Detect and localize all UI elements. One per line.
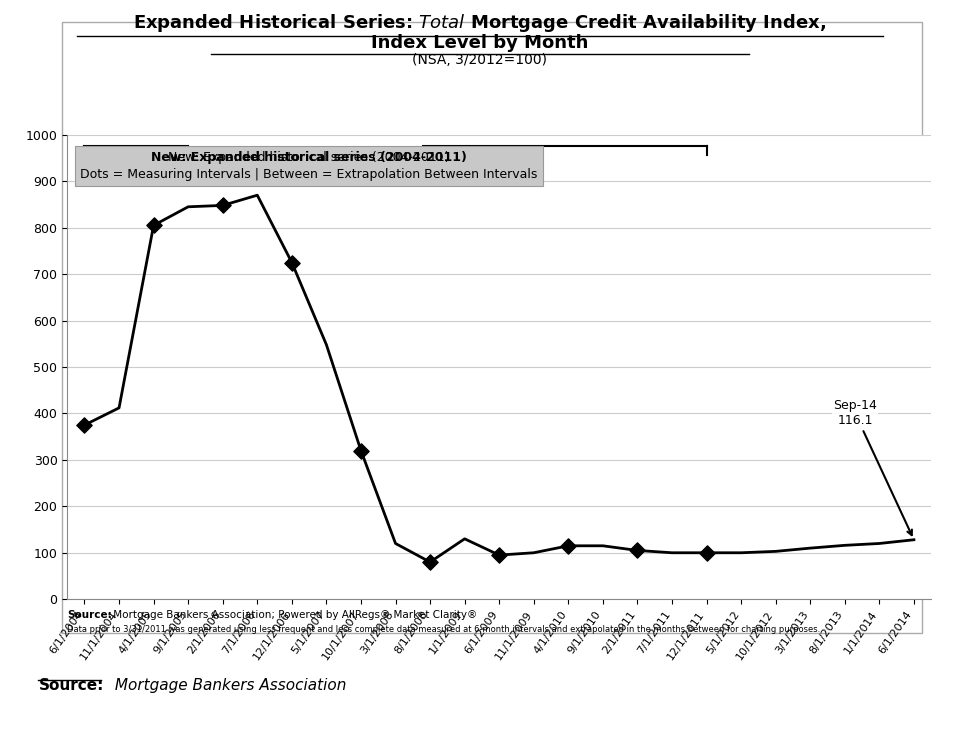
Text: Index Level by Month: Index Level by Month [372, 34, 588, 52]
Text: Source:: Source: [38, 678, 104, 693]
Point [422, 556, 438, 568]
Text: (NSA, 3/2012=100): (NSA, 3/2012=100) [413, 53, 547, 67]
Point [284, 256, 300, 268]
Point [77, 419, 92, 431]
Text: Source:: Source: [67, 610, 112, 620]
Point [492, 549, 507, 561]
Text: Mortgage Bankers Association; Powered by AllRegs® Market Clarity®: Mortgage Bankers Association; Powered by… [110, 610, 478, 620]
Point [353, 445, 369, 457]
Point [561, 540, 576, 552]
Text: Data prior to 3/31/2011 was generated using less frequent and less complete data: Data prior to 3/31/2011 was generated us… [67, 625, 821, 634]
Text: Mortgage Bankers Association: Mortgage Bankers Association [110, 678, 347, 693]
Point [630, 545, 645, 557]
Text: Sep-14
116.1: Sep-14 116.1 [833, 399, 912, 535]
Text: New: Expanded historical series (2004-2011): New: Expanded historical series (2004-20… [151, 151, 468, 164]
Point [699, 547, 714, 559]
Point [215, 199, 230, 211]
Text: Expanded Historical Series: $\mathit{Total}$ Mortgage Credit Availability Index,: Expanded Historical Series: $\mathit{Tot… [133, 12, 827, 34]
Point [146, 219, 161, 231]
Text: New: Expanded historical series (2004-2011)
Dots = Measuring Intervals | Between: New: Expanded historical series (2004-20… [81, 151, 538, 181]
